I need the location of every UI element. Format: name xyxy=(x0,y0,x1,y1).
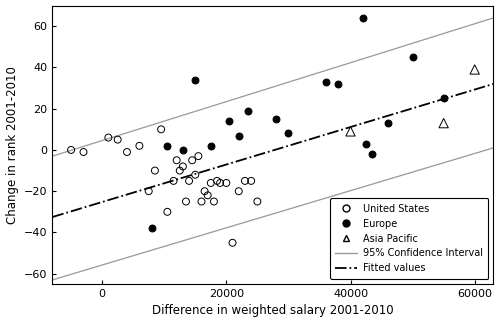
Point xyxy=(67,147,75,152)
Point xyxy=(176,168,184,173)
Point xyxy=(440,120,448,126)
Point xyxy=(368,151,376,157)
Point xyxy=(207,143,215,148)
Point xyxy=(182,199,190,204)
Point xyxy=(198,199,205,204)
Point xyxy=(234,189,242,194)
Point xyxy=(194,153,202,159)
Point xyxy=(216,180,224,185)
Point xyxy=(470,67,478,72)
Point xyxy=(334,81,342,87)
Point xyxy=(188,158,196,163)
Point xyxy=(241,178,249,183)
Legend: United States, Europe, Asia Pacific, 95% Confidence Interval, Fitted values: United States, Europe, Asia Pacific, 95%… xyxy=(330,198,488,279)
Point xyxy=(164,143,172,148)
Point xyxy=(80,150,88,155)
Point xyxy=(172,158,180,163)
Point xyxy=(408,55,416,60)
Point xyxy=(104,135,112,140)
Point xyxy=(144,189,152,194)
Point xyxy=(272,116,280,121)
Point xyxy=(226,119,234,124)
Point xyxy=(136,143,143,148)
Point xyxy=(207,180,215,185)
Point xyxy=(247,178,255,183)
Point xyxy=(185,178,193,183)
Point xyxy=(148,226,156,231)
Point xyxy=(151,168,159,173)
Point xyxy=(210,199,218,204)
Point xyxy=(192,77,200,82)
Point xyxy=(244,108,252,113)
Point xyxy=(179,164,187,169)
Point xyxy=(200,189,208,194)
Point xyxy=(322,79,330,84)
Point xyxy=(234,133,242,138)
Point xyxy=(157,127,165,132)
Point xyxy=(123,150,131,155)
Point xyxy=(346,129,354,134)
Point xyxy=(228,240,236,245)
Point xyxy=(192,172,200,177)
Point xyxy=(164,209,172,214)
Point xyxy=(179,147,187,152)
Y-axis label: Change in rank 2001-2010: Change in rank 2001-2010 xyxy=(6,66,18,224)
Point xyxy=(170,178,177,183)
Point xyxy=(362,141,370,146)
Point xyxy=(213,178,221,183)
Point xyxy=(254,199,262,204)
Point xyxy=(440,96,448,101)
Point xyxy=(359,16,367,21)
Point xyxy=(114,137,122,142)
Point xyxy=(222,180,230,185)
Point xyxy=(384,120,392,126)
X-axis label: Difference in weighted salary 2001-2010: Difference in weighted salary 2001-2010 xyxy=(152,305,394,318)
Point xyxy=(284,131,292,136)
Point xyxy=(204,193,212,198)
